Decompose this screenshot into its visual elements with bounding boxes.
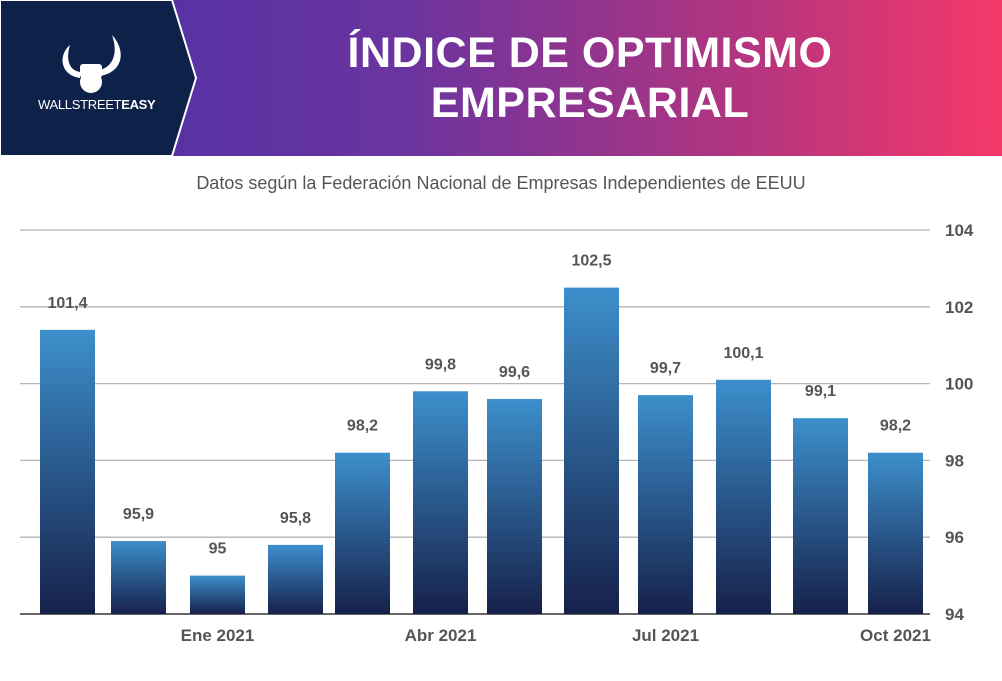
data-label: 98,2 xyxy=(347,418,378,435)
x-tick-label: Jul 2021 xyxy=(632,626,699,645)
y-tick-label: 102 xyxy=(945,298,973,317)
bar xyxy=(335,452,390,614)
data-label: 95,9 xyxy=(123,506,154,523)
y-tick-label: 96 xyxy=(945,528,964,547)
y-tick-label: 104 xyxy=(945,221,974,240)
data-label: 100,1 xyxy=(723,345,763,362)
x-tick-label: Ene 2021 xyxy=(181,626,255,645)
x-tick-label: Abr 2021 xyxy=(405,626,477,645)
y-tick-label: 98 xyxy=(945,451,964,470)
bar xyxy=(413,391,468,614)
bar xyxy=(487,398,542,614)
y-tick-label: 94 xyxy=(945,605,964,624)
data-label: 95 xyxy=(209,541,227,558)
bar xyxy=(564,287,619,614)
chart-subtitle: Datos según la Federación Nacional de Em… xyxy=(196,173,806,193)
y-tick-label: 100 xyxy=(945,375,973,394)
data-label: 95,8 xyxy=(280,510,311,527)
bar xyxy=(40,329,95,614)
header-banner: WALLSTREETEASY ÍNDICE DE OPTIMISMO EMPRE… xyxy=(0,0,1002,156)
bar xyxy=(716,379,771,614)
logo-panel xyxy=(0,0,198,156)
data-label: 99,1 xyxy=(805,383,836,400)
bar xyxy=(268,544,323,614)
bar xyxy=(868,452,923,614)
data-label: 102,5 xyxy=(571,253,611,270)
data-label: 101,4 xyxy=(47,295,87,312)
data-label: 99,6 xyxy=(499,364,530,381)
bar xyxy=(793,418,848,614)
page-title: ÍNDICE DE OPTIMISMO EMPRESARIAL xyxy=(250,28,930,128)
title-line-2: EMPRESARIAL xyxy=(430,79,750,127)
bar xyxy=(111,541,166,614)
data-label: 99,7 xyxy=(650,360,681,377)
bull-fist-logo-icon xyxy=(62,35,121,93)
brand-logo-text: WALLSTREETEASY xyxy=(38,97,156,112)
bar xyxy=(638,395,693,614)
title-line-1: ÍNDICE DE OPTIMISMO xyxy=(347,29,833,77)
bar xyxy=(190,575,245,614)
x-tick-label: Oct 2021 xyxy=(860,626,931,645)
data-label: 98,2 xyxy=(880,418,911,435)
data-label: 99,8 xyxy=(425,356,456,373)
